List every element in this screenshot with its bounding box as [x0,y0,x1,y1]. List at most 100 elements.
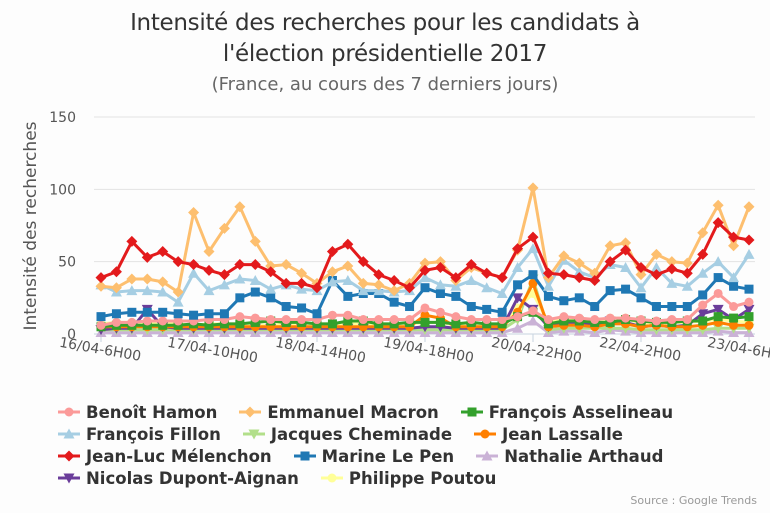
legend-item[interactable]: Jean-Luc Mélenchon [58,447,272,466]
grid-lines [94,116,755,335]
legend-item[interactable]: François Fillon [58,425,221,444]
data-point [357,277,369,289]
square-marker-icon [293,451,316,461]
data-point [712,304,724,315]
data-point [297,303,307,313]
data-point [744,312,754,322]
data-point [203,285,215,296]
legend-item[interactable]: Jean Lassalle [474,425,623,444]
data-point [466,315,476,325]
legend-row: Jean-Luc Mélenchon Marine Le Pen Nathalie … [58,445,758,467]
data-point [95,280,107,292]
legend-item[interactable]: François Asselineau [460,402,674,422]
data-point [698,316,708,326]
y-axis-label: Intensité des recherches [21,121,41,330]
data-point [744,284,754,294]
data-point [389,315,399,325]
data-point [481,282,493,293]
x-axis: 16/04-6H00 17/04-10H00 18/04-14H00 19/04-18… [58,334,770,366]
data-point [697,248,709,260]
data-point [141,273,153,285]
series-marine-le-pen [96,270,754,322]
data-point [250,287,260,297]
legend-label: Emmanuel Macron [267,402,439,422]
data-point [234,273,246,284]
data-point [451,312,461,322]
data-point [326,276,338,287]
y-tick-label: 150 [49,110,76,126]
data-point [157,276,169,288]
y-tick-label: 50 [58,255,76,271]
x-tick-label: 22/04-2H00 [598,335,682,365]
data-point [420,303,430,313]
data-point [158,316,168,326]
data-point [465,259,477,271]
data-point [141,251,153,263]
data-point [467,407,477,417]
data-point [235,319,245,329]
x-tick-label: 19/04-18H00 [382,335,475,367]
y-tick-label: 100 [49,182,76,198]
data-point [542,280,554,291]
data-point [744,297,754,307]
legend-item[interactable]: Marine Le Pen [293,447,454,466]
data-point [388,285,400,297]
data-point [512,322,524,333]
data-point [698,290,708,300]
data-point [110,266,122,278]
data-point [342,260,354,272]
data-point [63,428,75,439]
legend-label: François Asselineau [488,402,674,422]
data-point [729,313,739,323]
legend-item[interactable]: Emmanuel Macron [239,402,439,422]
data-point [420,317,430,327]
data-point [589,274,601,286]
data-point [465,274,477,285]
data-point [713,273,723,283]
data-point [172,256,184,268]
data-point [697,227,709,239]
legend-item[interactable]: Jacques Cheminade [242,424,453,444]
data-point [496,287,508,298]
data-point [157,246,169,258]
data-point [419,264,431,276]
legend-label: Jacques Cheminade [270,424,453,444]
data-point [435,317,445,327]
data-point [682,302,692,312]
data-point [651,302,661,312]
data-point [574,313,584,323]
data-point [127,317,137,327]
data-point [667,302,677,312]
legend-item[interactable]: Nathalie Arthaud [476,447,663,466]
x-tick-label: 18/04-14H00 [274,335,367,367]
data-point [496,272,508,284]
legend-item[interactable]: Philippe Poutou [320,469,496,488]
legend-item[interactable]: Nicolas Dupont-Aignan [58,469,299,488]
data-point [141,285,153,296]
data-point [574,293,584,303]
data-point [527,243,539,254]
data-point [636,315,646,325]
data-point [296,277,308,289]
data-point [126,285,138,296]
data-point [650,269,662,281]
data-point [559,312,569,322]
data-point [667,315,677,325]
data-point [404,282,416,294]
data-point [250,313,260,323]
data-point [234,259,246,271]
data-point [712,199,724,211]
data-point [743,248,755,259]
data-point [573,266,585,277]
data-point [590,315,600,325]
line-chart: 0 50 100 150 Intensité des recherches 16/04… [21,110,770,366]
data-point [127,307,137,317]
legend-item[interactable]: Benoît Hamon [58,403,217,422]
data-point [512,293,524,304]
data-point [743,234,755,246]
data-point [373,269,385,281]
data-point [249,235,261,247]
data-point [542,267,554,279]
data-point [173,309,183,319]
data-point [218,222,230,234]
